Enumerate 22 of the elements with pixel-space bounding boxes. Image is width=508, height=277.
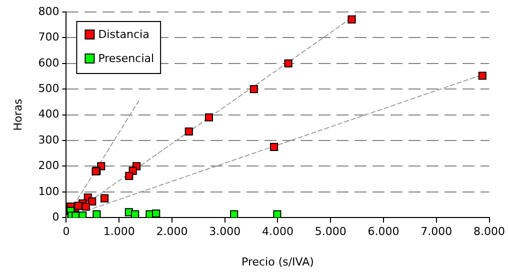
x-tick-label: 1.000	[103, 225, 135, 238]
y-tick-label: 400	[38, 108, 60, 121]
y-tick-label: 200	[38, 159, 60, 172]
y-axis-title: Horas	[11, 98, 24, 131]
y-tick-label: 800	[38, 4, 60, 18]
y-tick-label: 500	[38, 82, 60, 95]
y-tick-label: 100	[38, 184, 60, 198]
y-tick-label: 300	[38, 133, 60, 146]
x-axis-title: Precio (s/IVA)	[242, 255, 314, 268]
x-tick-label: 2.000	[156, 225, 188, 238]
x-tick-label: 4.000	[262, 225, 294, 238]
x-tick-label: 7.000	[420, 225, 452, 238]
y-tick-label: 0	[52, 210, 60, 224]
legend-label: Distancia	[98, 28, 150, 41]
legend-label: Presencial	[98, 52, 154, 65]
x-tick-label: 5.000	[314, 225, 346, 238]
x-tick-label: 3.000	[209, 225, 241, 238]
y-tick-label: 600	[38, 56, 60, 70]
y-tick-label: 700	[38, 30, 60, 44]
x-tick-label: 6.000	[368, 225, 400, 238]
x-tick-label: 0	[62, 225, 70, 238]
x-tick-label: 8.000	[474, 225, 506, 238]
